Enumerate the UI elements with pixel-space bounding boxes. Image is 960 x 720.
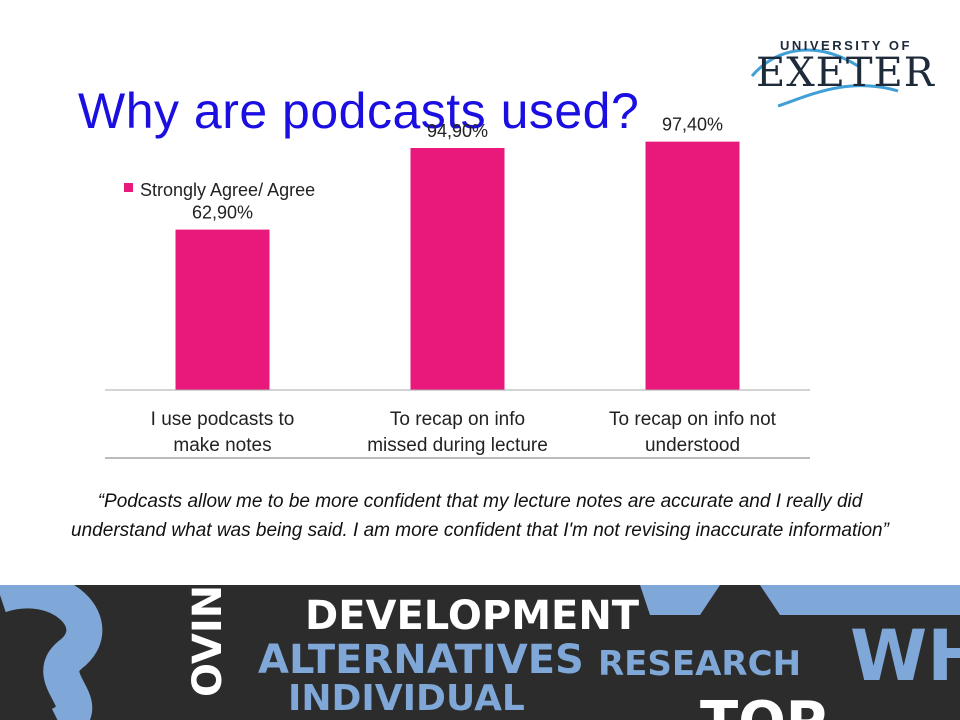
legend-label: Strongly Agree/ Agree (140, 180, 315, 200)
logo-top-text: UNIVERSITY OF (780, 38, 912, 53)
university-logo: UNIVERSITY OF EXETER (748, 36, 934, 114)
logo-swoosh-icon (750, 48, 899, 108)
bar (175, 229, 270, 390)
legend-swatch (124, 183, 133, 192)
banner-word-individual: INDIVIDUAL (288, 678, 525, 719)
banner-word-alternatives: ALTERNATIVES (258, 637, 584, 683)
x-tick-label: I use podcasts to (151, 409, 295, 430)
data-label: 94,90% (427, 121, 488, 141)
bar-chart: Strongly Agree/ Agree 62,90% I use podcast… (105, 115, 810, 459)
student-quote: “Podcasts allow me to be more confident … (71, 491, 889, 541)
bar (410, 148, 505, 390)
x-tick-label: understood (645, 435, 740, 456)
word-cloud-banner: DEVELOPMENT ALTERNATIVES RESEARCH INDIVI… (0, 585, 960, 720)
logo-main-text: EXETER (756, 50, 935, 96)
x-tick-label: To recap on info (390, 409, 525, 430)
banner-word-wh: WH (850, 615, 960, 697)
x-tick-label: To recap on info not (609, 409, 777, 430)
bar (645, 141, 740, 390)
banner-word-development: DEVELOPMENT (305, 593, 640, 639)
banner-shapes (0, 585, 960, 720)
x-tick-label: make notes (173, 435, 271, 456)
banner-word-research: RESEARCH (598, 644, 802, 684)
slide-title: Why are podcasts used? (78, 83, 640, 139)
data-label: 97,40% (662, 115, 723, 135)
banner-word-oving: OVING (185, 585, 231, 697)
data-label: 62,90% (192, 203, 253, 223)
banner-word-top: TOP (700, 695, 827, 720)
x-tick-label: missed during lecture (367, 435, 548, 456)
